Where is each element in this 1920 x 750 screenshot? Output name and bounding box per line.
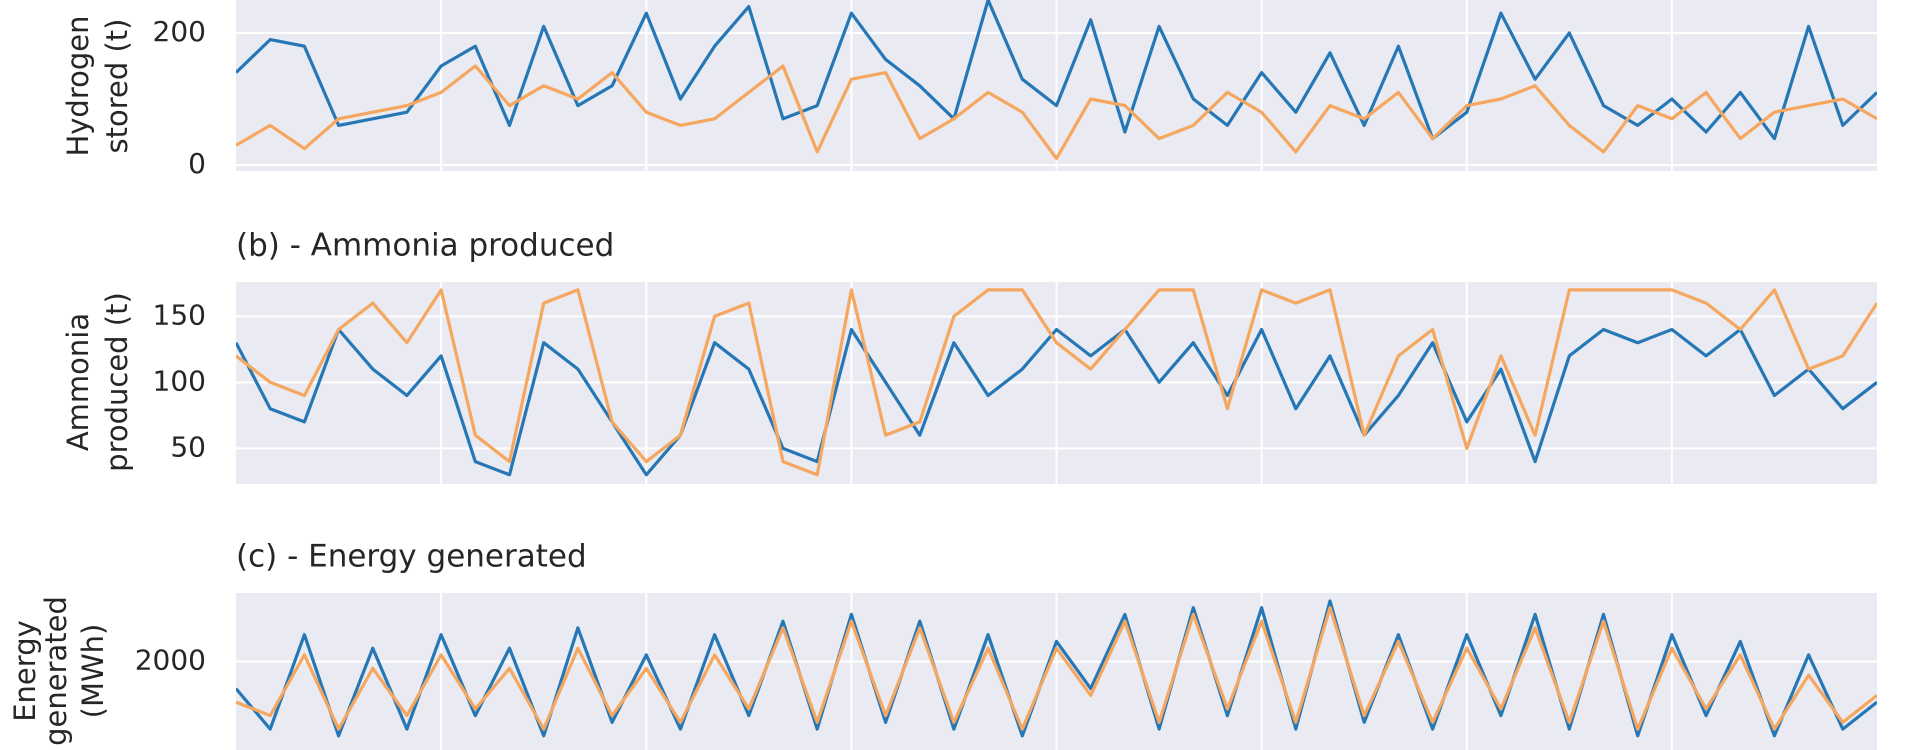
data-line [236,606,1877,731]
data-lines [236,288,1877,477]
y-axis-label: generated [39,596,73,746]
y-tick-label: 0 [188,147,206,180]
data-line [236,327,1877,477]
y-tick-label: 50 [170,430,206,463]
y-axis-label: stored (t) [100,19,134,154]
data-line [236,64,1877,161]
y-tick-label: 2000 [135,644,206,677]
y-tick-label: 150 [153,298,206,331]
panel: 2000 (c) - Energy generated Energygenerate… [8,539,1877,750]
y-tick-label: 100 [153,364,206,397]
y-axis-label: produced (t) [100,292,134,472]
data-line [236,288,1877,477]
y-axis-label: (MWh) [76,624,110,719]
y-tick-label: 200 [153,15,206,48]
panel: 50 100 150 (b) - Ammonia produced Ammonia pro… [61,228,1877,484]
data-line [236,0,1877,141]
y-axis-label: Ammonia [61,313,95,451]
data-line [236,599,1877,738]
panel: 0 200 Hydrogen stored (t) [61,0,1877,180]
y-axis-label: Hydrogen [61,15,95,156]
data-lines [236,0,1877,161]
y-axis-label: Energy [8,620,42,722]
data-lines [236,599,1877,738]
panel-title: (b) - Ammonia produced [236,228,614,264]
panel-title: (c) - Energy generated [236,539,587,575]
